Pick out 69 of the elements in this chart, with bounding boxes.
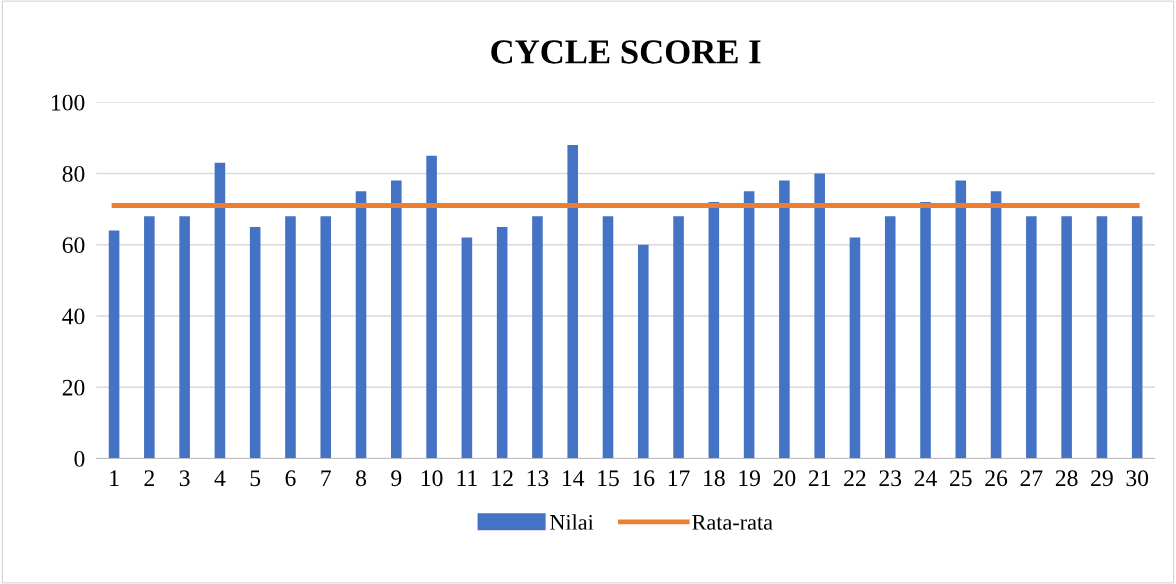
bar bbox=[849, 237, 861, 459]
x-tick-label: 3 bbox=[179, 470, 190, 487]
x-tick-label: 13 bbox=[527, 470, 549, 487]
x-tick-label: 6 bbox=[285, 470, 296, 487]
x-tick-label: 8 bbox=[356, 470, 367, 487]
bar bbox=[249, 226, 261, 459]
bar bbox=[602, 216, 614, 459]
bar bbox=[355, 191, 367, 459]
bar bbox=[461, 237, 473, 459]
bar bbox=[426, 155, 437, 459]
bar bbox=[1131, 216, 1143, 459]
x-tick-label: 23 bbox=[879, 470, 902, 487]
x-tick-label: 18 bbox=[704, 470, 725, 487]
y-tick-label: 80 bbox=[62, 165, 85, 182]
bar bbox=[884, 216, 896, 459]
x-tick-label: 27 bbox=[1020, 470, 1043, 486]
x-tick-label: 12 bbox=[492, 470, 513, 486]
bar bbox=[743, 191, 755, 459]
bar bbox=[108, 230, 120, 459]
x-tick-label: 10 bbox=[421, 470, 443, 487]
x-tick-label: 19 bbox=[739, 470, 760, 487]
x-tick-label: 22 bbox=[844, 470, 866, 486]
x-tick-label: 2 bbox=[144, 470, 154, 486]
bar bbox=[814, 173, 825, 459]
bar bbox=[920, 201, 931, 459]
x-tick-label: 25 bbox=[950, 470, 972, 487]
bar bbox=[320, 216, 332, 459]
x-tick-label: 26 bbox=[985, 470, 1008, 487]
y-tick-label: 60 bbox=[62, 237, 85, 254]
bar bbox=[779, 180, 790, 459]
x-tick-label: 11 bbox=[457, 470, 477, 486]
x-tick-label: 1 bbox=[110, 470, 119, 486]
legend-label: Rata-rata bbox=[692, 515, 773, 530]
bar bbox=[391, 180, 402, 459]
legend-label: Nilai bbox=[550, 514, 594, 530]
x-tick-label: 29 bbox=[1091, 470, 1113, 487]
bar bbox=[1026, 216, 1037, 459]
bar bbox=[567, 144, 578, 459]
bar bbox=[179, 216, 190, 459]
bar bbox=[955, 180, 967, 459]
x-tick-label: 9 bbox=[391, 470, 402, 487]
bar bbox=[1096, 216, 1108, 459]
bar bbox=[214, 162, 226, 459]
bar bbox=[532, 216, 543, 459]
y-tick-label: 100 bbox=[51, 94, 85, 111]
x-tick-label: 20 bbox=[773, 470, 796, 487]
bar bbox=[496, 226, 508, 459]
x-tick-label: 5 bbox=[250, 470, 261, 487]
x-tick-label: 21 bbox=[808, 470, 831, 486]
y-tick-label: 20 bbox=[62, 379, 85, 396]
bar bbox=[144, 216, 155, 459]
chart-title: CYCLE SCORE I bbox=[491, 40, 761, 64]
bar bbox=[708, 201, 720, 459]
bar bbox=[673, 216, 684, 459]
bar bbox=[285, 216, 296, 459]
x-tick-label: 24 bbox=[914, 470, 937, 486]
y-tick-label: 0 bbox=[74, 450, 85, 467]
x-tick-label: 7 bbox=[321, 470, 331, 486]
x-tick-label: 4 bbox=[214, 470, 226, 486]
x-tick-label: 15 bbox=[598, 470, 619, 487]
x-tick-label: 28 bbox=[1055, 470, 1078, 487]
x-tick-label: 16 bbox=[633, 470, 655, 487]
x-tick-label: 14 bbox=[562, 470, 585, 486]
y-tick-label: 40 bbox=[62, 308, 85, 325]
bar bbox=[990, 191, 1002, 459]
x-tick-label: 17 bbox=[668, 470, 690, 486]
bar bbox=[1061, 216, 1072, 459]
bar bbox=[637, 244, 649, 459]
x-tick-label: 30 bbox=[1126, 470, 1149, 487]
